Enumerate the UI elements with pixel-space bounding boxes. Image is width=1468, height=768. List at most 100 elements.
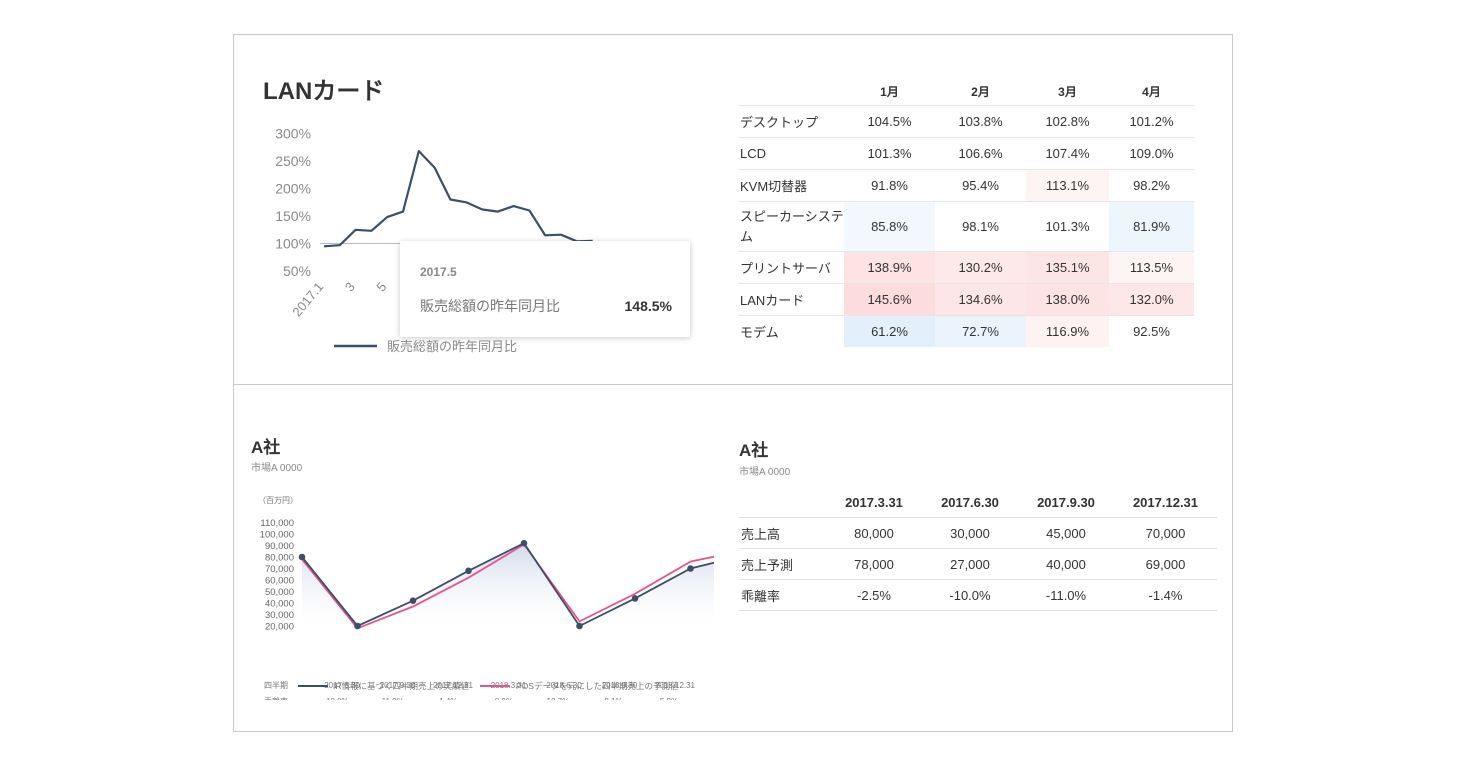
quarter-label: 2018.6.30 <box>546 681 582 690</box>
heat-col-header: 1月 <box>880 84 899 99</box>
heat-col-header: 4月 <box>1142 84 1161 99</box>
table-row: LANカード 145.6% 134.6% 138.0% 132.0% <box>738 283 1194 316</box>
chart-title: LANカード <box>263 78 385 105</box>
deviation-label: 5.8% <box>660 697 678 700</box>
table-cell: 130.2% <box>935 251 1026 284</box>
sales-col-header: 2017.3.31 <box>826 487 922 518</box>
table-cell: 95.4% <box>935 169 1026 202</box>
table-cell: 30,000 <box>922 517 1018 549</box>
table-cell: 103.8% <box>935 105 1026 138</box>
table-cell: 98.2% <box>1109 169 1194 202</box>
yoy-heat-table: 1月 2月 3月 4月 デスクトップ 104.5% 103.8% 102.8% 101.… <box>738 77 1194 347</box>
table-cell: 45,000 <box>1018 517 1114 549</box>
table-row: スピーカーシステム 85.8% 98.1% 101.3% 81.9% <box>738 201 1194 252</box>
company-table-title: A社 <box>739 441 769 460</box>
table-row: デスクトップ 104.5% 103.8% 102.8% 101.2% <box>738 105 1194 138</box>
table-cell: 80,000 <box>826 517 922 549</box>
x-tick-label: 3 <box>342 279 358 294</box>
company-chart-title: A社 <box>251 438 281 457</box>
quarter-label: 2018.12.31 <box>655 681 696 690</box>
y-tick-label: 20,000 <box>265 622 294 633</box>
table-cell: 145.6% <box>844 283 935 316</box>
row-label: プリントサーバ <box>738 251 844 284</box>
y-axis-unit: （百万円） <box>258 496 298 505</box>
y-tick-label: 50,000 <box>265 587 294 598</box>
series-line <box>323 149 593 248</box>
table-cell: -10.0% <box>922 579 1018 611</box>
table-cell: 85.8% <box>844 201 935 252</box>
legend-label-forecast: POSデータを元にした四半期売上の予測値 <box>516 681 679 691</box>
section-divider <box>234 384 1232 385</box>
company-chart-subtitle: 市場A 0000 <box>251 463 303 474</box>
table-cell: 72.7% <box>935 315 1026 347</box>
x-tick-label: 2017.1 <box>289 279 326 319</box>
y-tick-label: 250% <box>275 153 311 169</box>
table-cell: 132.0% <box>1109 283 1194 316</box>
table-cell: 101.3% <box>1026 201 1109 252</box>
sales-table-corner <box>739 487 826 518</box>
actual-point <box>520 539 528 547</box>
row-label: スピーカーシステム <box>738 201 844 252</box>
table-row: プリントサーバ 138.9% 130.2% 135.1% 113.5% <box>738 251 1194 284</box>
deviation-label: -1.4% <box>437 697 458 700</box>
table-row: LCD 101.3% 106.6% 107.4% 109.0% <box>738 137 1194 170</box>
table-row: 乖離率 -2.5% -10.0% -11.0% -1.4% <box>739 579 1217 611</box>
deviation-label: -10.0% <box>323 697 348 700</box>
dashboard-frame: LANカード 50% 100% 150% 200% 250% 300% 2017.1 3 5 販売… <box>233 34 1233 732</box>
quarter-label: 2017.9.30 <box>380 681 416 690</box>
y-tick-label: 200% <box>275 181 311 197</box>
quarter-label: 2017.6.30 <box>324 681 360 690</box>
quarter-label: 2018.9.30 <box>602 681 638 690</box>
heat-table-corner <box>738 77 844 106</box>
heat-col-header: 3月 <box>1058 84 1077 99</box>
tooltip-value: 148.5% <box>624 298 672 314</box>
row-label-quarter: 四半期 <box>264 680 288 690</box>
table-cell: 27,000 <box>922 548 1018 580</box>
sales-col-header: 2017.12.31 <box>1114 487 1217 518</box>
table-row: 売上予測 78,000 27,000 40,000 69,000 <box>739 548 1217 580</box>
table-cell: 113.1% <box>1026 169 1109 202</box>
table-cell: 113.5% <box>1109 251 1194 284</box>
actual-point <box>631 595 639 602</box>
y-tick-label: 300% <box>275 126 311 142</box>
table-cell: 101.3% <box>844 137 935 170</box>
legend-label: 販売総額の昨年同月比 <box>387 339 517 354</box>
row-label: デスクトップ <box>738 105 844 138</box>
table-row: モデム 61.2% 72.7% 116.9% 92.5% <box>738 315 1194 347</box>
y-tick-label: 150% <box>275 208 311 224</box>
table-cell: 102.8% <box>1026 105 1109 138</box>
actual-point <box>354 622 361 630</box>
legend-label-actual: IR情報に基づく四半期売上の実績値 <box>333 681 470 691</box>
sales-chart-legend: IR情報に基づく四半期売上の実績値 POSデータを元にした四半期売上の予測値 <box>298 681 679 691</box>
y-tick-label: 40,000 <box>265 599 294 610</box>
company-table-subtitle: 市場A 0000 <box>739 467 791 478</box>
actual-point <box>576 622 583 630</box>
row-label-deviation: 乖離率 <box>264 696 288 700</box>
deviation-label: 9.1% <box>604 697 622 700</box>
table-cell: 91.8% <box>844 169 935 202</box>
table-cell: 69,000 <box>1114 548 1217 580</box>
table-cell: 138.9% <box>844 251 935 284</box>
table-cell: 78,000 <box>826 548 922 580</box>
y-tick-label: 80,000 <box>265 553 294 564</box>
table-cell: 134.6% <box>935 283 1026 316</box>
table-cell: -2.5% <box>826 579 922 611</box>
deviation-label: -11.0% <box>379 697 404 700</box>
table-cell: -1.4% <box>1114 579 1217 611</box>
table-cell: 109.0% <box>1109 137 1194 170</box>
table-row: KVM切替器 91.8% 95.4% 113.1% 98.2% <box>738 169 1194 202</box>
row-label: KVM切替器 <box>738 169 844 202</box>
table-cell: -11.0% <box>1018 579 1114 611</box>
table-cell: 81.9% <box>1109 201 1194 252</box>
y-tick-label: 60,000 <box>265 576 294 587</box>
y-tick-label: 90,000 <box>265 541 294 552</box>
table-cell: 61.2% <box>844 315 935 347</box>
y-tick-label: 50% <box>283 263 311 279</box>
chart-tooltip: 2017.5 販売総額の昨年同月比 148.5% <box>400 241 690 337</box>
deviation-label: 18.7% <box>547 697 570 700</box>
row-label: LANカード <box>738 283 844 316</box>
actual-point <box>687 565 694 572</box>
sales-col-header: 2017.9.30 <box>1018 487 1114 518</box>
table-cell: 98.1% <box>935 201 1026 252</box>
tooltip-label: 販売総額の昨年同月比 <box>420 298 560 314</box>
